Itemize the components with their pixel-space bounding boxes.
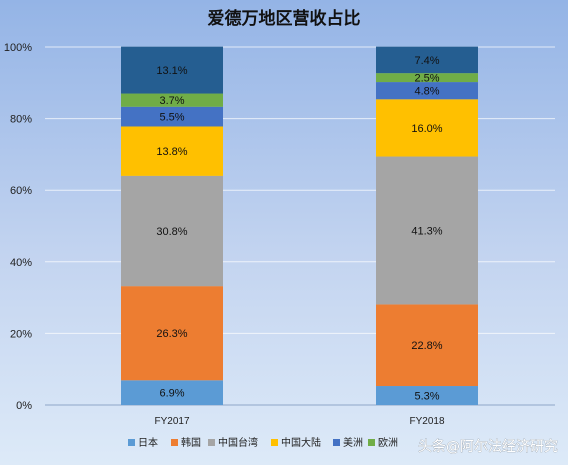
x-category-label: FY2018 [409,416,444,427]
bar-segment [121,175,223,287]
bar-segment [376,99,478,157]
legend-label: 美洲 [343,436,363,449]
data-label: 6.9% [159,388,184,400]
chart-title: 爱德万地区营收占比 [208,8,361,29]
bar-segment [376,304,478,387]
y-tick-label: 60% [10,185,32,197]
legend-swatch [271,439,278,446]
bar-segment [121,106,223,127]
data-label: 2.5% [414,73,439,85]
bar-segment [121,93,223,107]
legend-swatch [333,439,340,446]
bar-segment [376,386,478,405]
legend-label: 日本 [138,436,158,449]
y-tick-label: 100% [4,42,32,54]
x-axis-categories: FY2017 FY2018 [154,416,444,427]
legend-swatch [128,439,135,446]
bar-segment [121,380,223,405]
data-label: 5.3% [414,391,439,403]
legend-swatch [368,439,375,446]
y-tick-label: 40% [10,257,32,269]
data-label: 22.8% [411,340,442,352]
x-category-label: FY2017 [154,416,189,427]
data-label: 16.0% [411,123,442,135]
y-tick-label: 80% [10,114,32,126]
data-label: 13.1% [156,65,187,77]
bar-segment [376,156,478,305]
legend-label: 欧洲 [378,437,398,449]
data-labels: 6.9% 26.3% 30.8% 13.8% 5.5% 3.7% 13.1% 5.3% 22.8… [156,55,442,403]
legend-item: 日本 [128,436,158,449]
data-label: 30.8% [156,226,187,238]
y-axis-ticks: 0% 20% 40% 60% 80% 100% [4,42,32,412]
watermark: 头条@阿尔法经济研究 [418,438,558,455]
bar-segment [121,126,223,176]
data-label: 41.3% [411,225,442,237]
bar-segment [376,46,478,74]
bar-segment [121,46,223,94]
legend-label: 韩国 [181,436,201,449]
data-label: 7.4% [414,55,439,67]
legend: 日本 韩国 中国台湾 中国大陆 美洲 欧洲 [128,436,398,449]
data-label: 26.3% [156,328,187,340]
legend-item: 中国大陆 [271,436,321,449]
bar-segment [376,73,478,83]
y-tick-label: 20% [10,328,32,340]
data-label: 13.8% [156,146,187,158]
data-label: 3.7% [159,95,184,107]
legend-swatch [208,439,215,446]
legend-label: 中国台湾 [218,436,258,449]
legend-swatch [171,439,178,446]
y-tick-label: 0% [16,400,32,412]
legend-label: 中国大陆 [281,436,321,449]
legend-item: 韩国 [171,436,201,449]
bar-segment [376,82,478,100]
bar-segments [121,46,478,405]
data-label: 4.8% [414,86,439,98]
bar-segment [121,286,223,381]
data-label: 5.5% [159,112,184,124]
legend-item: 欧洲 [368,437,398,449]
legend-item: 中国台湾 [208,436,258,449]
legend-item: 美洲 [333,436,363,449]
